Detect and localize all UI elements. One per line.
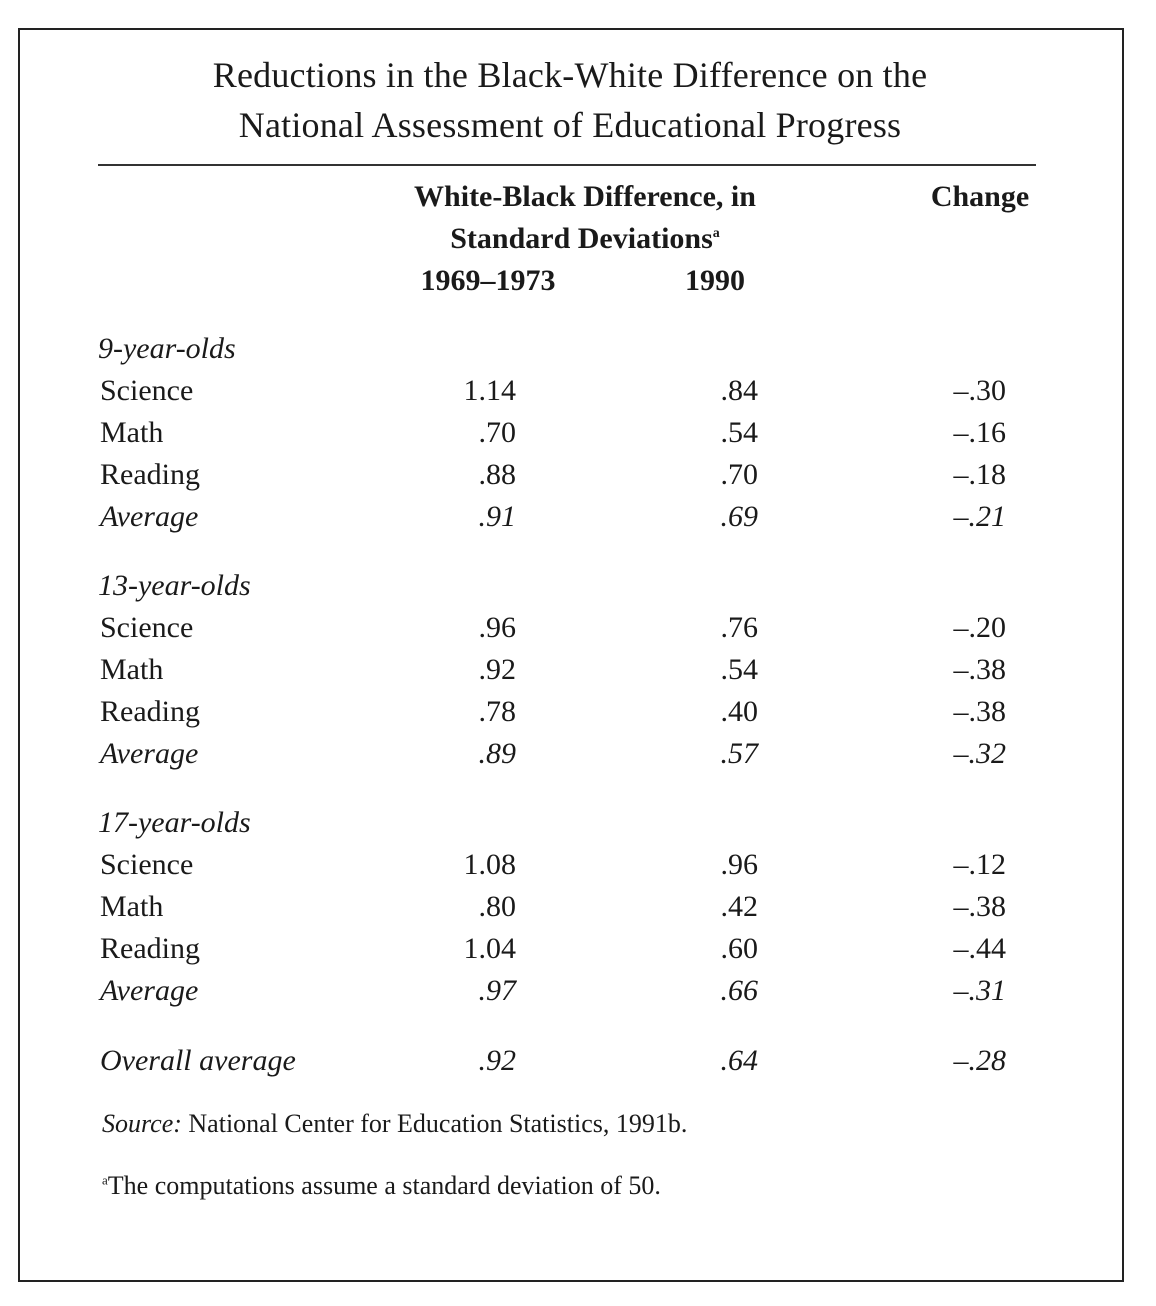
value-change: –.38 (953, 890, 1007, 923)
value-1990: .54 (720, 653, 759, 686)
row-label: Science (100, 374, 194, 407)
overall-value-change: –.28 (953, 1044, 1007, 1077)
title-line-1: Reductions in the Black-White Difference… (212, 55, 928, 95)
value-1969-1973: .78 (478, 695, 517, 728)
value-1990: .42 (720, 890, 759, 923)
value-1990: .40 (720, 695, 759, 728)
overall-label: Overall average (100, 1044, 296, 1077)
footnote-text: The computations assume a standard devia… (107, 1171, 661, 1200)
value-1969-1973: 1.14 (463, 374, 517, 407)
value-1990: .57 (720, 737, 759, 770)
row-label: Reading (100, 695, 200, 728)
overall-value-1969-1973: .92 (478, 1044, 517, 1077)
value-1969-1973: .97 (478, 974, 517, 1007)
source-label: Source: (102, 1109, 182, 1138)
value-1990: .70 (720, 458, 759, 491)
value-1969-1973: .80 (478, 890, 517, 923)
value-change: –.38 (953, 695, 1007, 728)
year-column-header-2: 1990 (685, 264, 745, 297)
value-change: –.30 (953, 374, 1007, 407)
table-title: Reductions in the Black-White Difference… (0, 50, 1140, 150)
value-change: –.38 (953, 653, 1007, 686)
value-change: –.44 (953, 932, 1007, 965)
value-change: –.16 (953, 416, 1007, 449)
row-label: Math (100, 416, 164, 449)
value-1990: .66 (720, 974, 759, 1007)
value-change: –.18 (953, 458, 1007, 491)
value-1990: .60 (720, 932, 759, 965)
value-1969-1973: 1.04 (463, 932, 517, 965)
row-label: Science (100, 848, 194, 881)
change-column-header: Change (930, 180, 1030, 213)
group-label: 17-year-olds (98, 806, 251, 839)
header-rule (98, 164, 1036, 166)
value-change: –.32 (953, 737, 1007, 770)
source-note: Source: National Center for Education St… (102, 1106, 687, 1142)
value-1969-1973: .91 (478, 500, 517, 533)
footnote: aThe computations assume a standard devi… (102, 1168, 661, 1204)
value-1990: .76 (720, 611, 759, 644)
value-change: –.20 (953, 611, 1007, 644)
overall-value-1990: .64 (720, 1044, 759, 1077)
group-label: 9-year-olds (98, 332, 236, 365)
value-1990: .69 (720, 500, 759, 533)
row-label: Math (100, 653, 164, 686)
value-1969-1973: 1.08 (463, 848, 517, 881)
year-column-header-1: 1969–1973 (420, 264, 556, 297)
row-label: Average (100, 500, 199, 533)
row-label: Average (100, 737, 199, 770)
group-header-line-1: White-Black Difference, in (414, 180, 756, 213)
value-1990: .84 (720, 374, 759, 407)
value-change: –.31 (953, 974, 1007, 1007)
footnote-marker: a (712, 226, 720, 241)
source-text: National Center for Education Statistics… (188, 1109, 688, 1138)
value-1969-1973: .89 (478, 737, 517, 770)
column-group-header: White-Black Difference, in Standard Devi… (330, 176, 840, 260)
table-frame (18, 28, 1124, 1282)
row-label: Science (100, 611, 194, 644)
row-label: Average (100, 974, 199, 1007)
value-1969-1973: .96 (478, 611, 517, 644)
group-header-line-2: Standard Deviationsa (330, 218, 840, 260)
value-1990: .54 (720, 416, 759, 449)
value-1990: .96 (720, 848, 759, 881)
row-label: Reading (100, 458, 200, 491)
footnote-marker-ref: a (102, 1172, 108, 1188)
group-header-line-2-text: Standard Deviations (450, 222, 713, 255)
row-label: Math (100, 890, 164, 923)
value-1969-1973: .70 (478, 416, 517, 449)
row-label: Reading (100, 932, 200, 965)
value-1969-1973: .92 (478, 653, 517, 686)
value-1969-1973: .88 (478, 458, 517, 491)
title-line-2: National Assessment of Educational Progr… (238, 105, 902, 145)
value-change: –.21 (953, 500, 1007, 533)
value-change: –.12 (953, 848, 1007, 881)
group-label: 13-year-olds (98, 569, 251, 602)
